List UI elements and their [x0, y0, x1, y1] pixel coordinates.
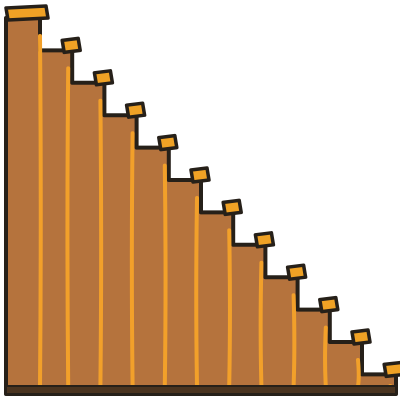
plank-line [227, 228, 232, 388]
plank-line [258, 260, 264, 388]
stair-tread [157, 133, 179, 152]
plank-line [129, 131, 135, 388]
plank-line [162, 163, 168, 388]
staircase-body [4, 16, 398, 396]
stair-tread [285, 263, 308, 281]
stair-tread [124, 101, 147, 119]
stair-tread [382, 360, 400, 379]
plank-line [65, 66, 71, 388]
plank-line [323, 325, 328, 388]
plank-line [98, 98, 104, 388]
plank-line [38, 34, 43, 388]
staircase-base [5, 385, 397, 395]
stair-tread [189, 166, 211, 184]
stair-tread [253, 231, 276, 249]
stair-tread [60, 36, 82, 55]
stair-tread [92, 69, 115, 87]
stair-tread [318, 295, 340, 314]
plank-line [356, 358, 361, 388]
plank-line [291, 293, 297, 388]
plank-line [194, 196, 199, 388]
stair-tread [4, 4, 50, 22]
stair-tread [221, 198, 243, 217]
stair-tread [350, 328, 372, 346]
